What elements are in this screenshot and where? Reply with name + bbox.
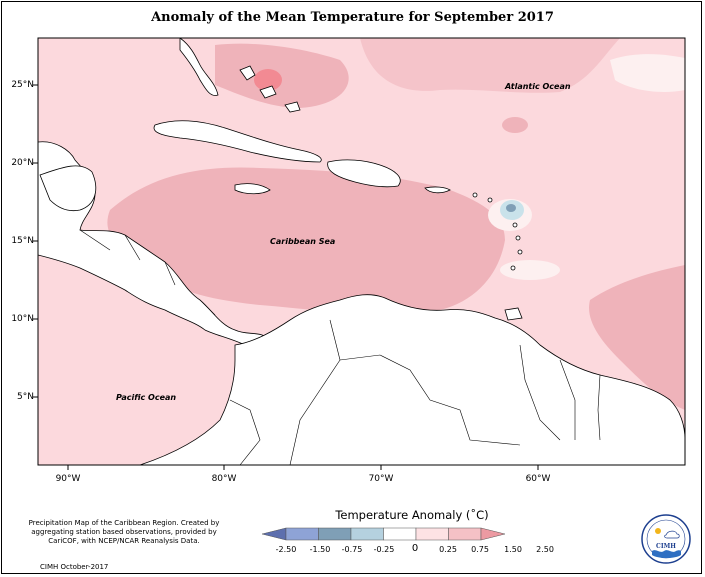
lat-label-5n: 5°N (17, 392, 34, 402)
anomaly-band-bahamas (215, 43, 349, 108)
cimh-logo: CIMH (640, 513, 692, 565)
map-title: Anomaly of the Mean Temperature for Sept… (151, 10, 554, 25)
cimh-logo-text: CIMH (656, 543, 676, 550)
axis-ticks (33, 84, 539, 470)
anomaly-neutral-ne (610, 54, 685, 92)
anomaly-band-east (589, 265, 685, 410)
land-masses (38, 38, 685, 465)
legend-tick: -2.50 (275, 545, 297, 554)
legend-tick: 0.25 (439, 545, 457, 554)
lat-label-10n: 10°N (11, 314, 34, 324)
legend-tick: 2.50 (536, 545, 554, 554)
map-notes: Precipitation Map of the Caribbean Regio… (28, 519, 220, 545)
lat-label-15n: 15°N (11, 236, 34, 246)
lon-label-70w: 70°W (368, 474, 394, 484)
lon-label-60w: 60°W (525, 474, 551, 484)
anomaly-hotspot (254, 69, 282, 91)
legend-tick: 0.75 (471, 545, 489, 554)
legend-tick: -0.75 (341, 545, 363, 554)
legend-title: Temperature Anomaly (˚C) (335, 508, 489, 522)
legend-tick: -1.50 (309, 545, 331, 554)
legend-tick: -0.25 (373, 545, 395, 554)
lat-label-25n: 25°N (11, 80, 34, 90)
anomaly-neutral-east (500, 260, 560, 280)
cimh-logo-icon (641, 514, 691, 564)
legend-tick: 0 (411, 543, 419, 554)
anomaly-cool-core (506, 204, 516, 212)
anomaly-band-caribbean (107, 167, 506, 315)
anomaly-spot-atlantic (502, 117, 528, 133)
pacific-ocean-label: Pacific Ocean (116, 393, 177, 402)
map-border (37, 37, 686, 466)
atlantic-ocean-label: Atlantic Ocean (505, 82, 571, 91)
country-borders (79, 229, 601, 465)
lat-label-20n: 20°N (11, 158, 34, 168)
legend-tick: 1.50 (504, 545, 522, 554)
caribbean-sea-label: Caribbean Sea (270, 237, 336, 246)
lon-label-80w: 80°W (211, 474, 237, 484)
map-credit: CIMH October-2017 (40, 563, 109, 571)
anomaly-band-north-warm (360, 38, 620, 93)
lon-label-90w: 90°W (55, 474, 81, 484)
